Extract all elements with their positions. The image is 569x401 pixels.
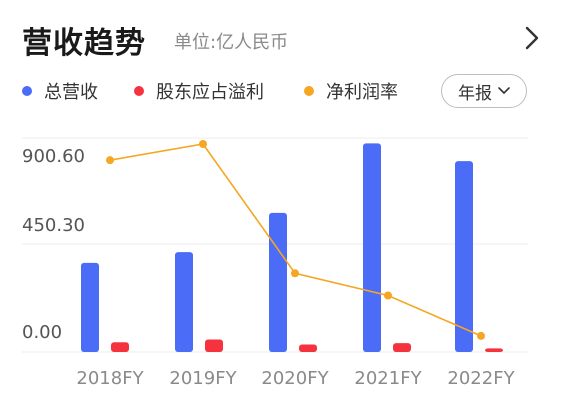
legend-label: 股东应占溢利 (156, 82, 264, 103)
x-tick-label: 2020FY (261, 368, 329, 389)
legend-dot-profit (134, 86, 144, 96)
legend-item-profit[interactable]: 股东应占溢利 (134, 78, 264, 104)
bar-total-revenue (363, 143, 381, 352)
chevron-right-icon[interactable] (519, 22, 545, 54)
bar-profit (485, 348, 503, 352)
legend-label: 总营收 (44, 82, 98, 103)
legend-item-total-revenue[interactable]: 总营收 (22, 78, 98, 104)
revenue-chart: 900.60 450.30 0.00 2018FY 2019FY 2020FY 2021FY… (22, 137, 528, 389)
bar-profit (299, 344, 317, 352)
page-title: 营收趋势 (22, 26, 146, 61)
legend-dot-total-revenue (22, 86, 32, 96)
bar-profit (111, 342, 129, 352)
point-net-margin (477, 331, 485, 340)
point-net-margin (384, 291, 392, 300)
legend-dot-net-margin (304, 86, 314, 96)
bar-profit (393, 343, 411, 352)
bar-profit (205, 339, 223, 352)
period-dropdown[interactable]: 年报 (441, 74, 527, 108)
legend-item-net-margin[interactable]: 净利润率 (304, 78, 398, 104)
period-label: 年报 (458, 83, 492, 104)
y-tick-label: 450.30 (22, 215, 85, 236)
x-tick-label: 2022FY (447, 368, 515, 389)
x-tick-label: 2021FY (354, 368, 422, 389)
bar-total-revenue (175, 252, 193, 352)
x-tick-label: 2018FY (76, 368, 144, 389)
y-tick-label: 900.60 (22, 146, 85, 167)
y-tick-label: 0.00 (22, 322, 62, 343)
x-tick-label: 2019FY (169, 368, 237, 389)
point-net-margin (106, 156, 114, 165)
unit-label: 单位:亿人民币 (174, 32, 289, 53)
point-net-margin (291, 269, 299, 278)
legend-label: 净利润率 (326, 82, 398, 103)
bar-total-revenue (455, 161, 473, 352)
header: 营收趋势 单位:亿人民币 (22, 16, 547, 61)
legend: 总营收 股东应占溢利 净利润率 年报 (22, 74, 547, 110)
bar-total-revenue (269, 212, 287, 352)
bar-total-revenue (81, 262, 99, 352)
chevron-down-icon (498, 87, 510, 94)
line-net-margin (109, 143, 482, 337)
point-net-margin (199, 140, 207, 148)
